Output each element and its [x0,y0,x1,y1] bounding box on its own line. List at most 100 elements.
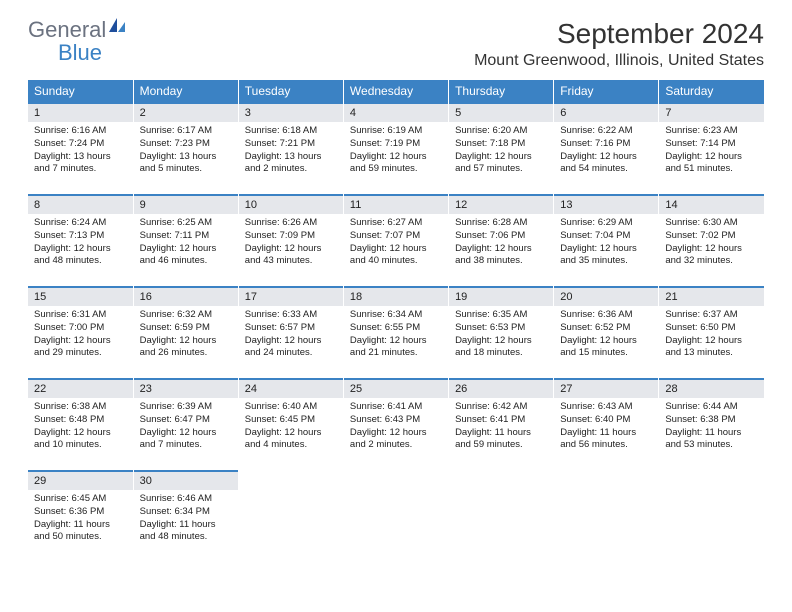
sunrise-text: Sunrise: 6:28 AM [455,217,547,230]
daylight-text: Daylight: 12 hours [560,335,652,348]
sunset-text: Sunset: 6:48 PM [34,414,127,427]
day-number: 8 [28,194,133,214]
day-body: Sunrise: 6:30 AMSunset: 7:02 PMDaylight:… [659,214,764,274]
day-number: 26 [449,378,553,398]
day-number: 25 [344,378,448,398]
day-header: Saturday [659,80,764,102]
daylight-text-2: and 10 minutes. [34,439,127,452]
sunset-text: Sunset: 6:57 PM [245,322,337,335]
title-block: September 2024 Mount Greenwood, Illinois… [474,18,764,70]
sunrise-text: Sunrise: 6:44 AM [665,401,758,414]
day-number: 13 [554,194,658,214]
day-body: Sunrise: 6:34 AMSunset: 6:55 PMDaylight:… [344,306,448,366]
sunset-text: Sunset: 7:16 PM [560,138,652,151]
calendar-row: 15Sunrise: 6:31 AMSunset: 7:00 PMDayligh… [28,286,764,378]
daylight-text: Daylight: 11 hours [140,519,232,532]
calendar-cell: 23Sunrise: 6:39 AMSunset: 6:47 PMDayligh… [133,378,238,470]
sunset-text: Sunset: 7:19 PM [350,138,442,151]
day-body: Sunrise: 6:17 AMSunset: 7:23 PMDaylight:… [134,122,238,182]
day-number: 17 [239,286,343,306]
calendar-cell: 7Sunrise: 6:23 AMSunset: 7:14 PMDaylight… [659,102,764,194]
sunset-text: Sunset: 6:43 PM [350,414,442,427]
daylight-text: Daylight: 12 hours [665,335,758,348]
sunset-text: Sunset: 6:45 PM [245,414,337,427]
daylight-text-2: and 50 minutes. [34,531,127,544]
sunrise-text: Sunrise: 6:37 AM [665,309,758,322]
daylight-text: Daylight: 12 hours [140,335,232,348]
day-body: Sunrise: 6:42 AMSunset: 6:41 PMDaylight:… [449,398,553,458]
day-body: Sunrise: 6:39 AMSunset: 6:47 PMDaylight:… [134,398,238,458]
sunrise-text: Sunrise: 6:29 AM [560,217,652,230]
sunset-text: Sunset: 6:52 PM [560,322,652,335]
day-number: 12 [449,194,553,214]
day-number: 14 [659,194,764,214]
calendar-cell: 28Sunrise: 6:44 AMSunset: 6:38 PMDayligh… [659,378,764,470]
daylight-text: Daylight: 12 hours [140,427,232,440]
calendar-cell: 3Sunrise: 6:18 AMSunset: 7:21 PMDaylight… [238,102,343,194]
day-header: Monday [133,80,238,102]
day-number: 5 [449,102,553,122]
day-body: Sunrise: 6:19 AMSunset: 7:19 PMDaylight:… [344,122,448,182]
sunset-text: Sunset: 6:47 PM [140,414,232,427]
sunrise-text: Sunrise: 6:35 AM [455,309,547,322]
daylight-text: Daylight: 12 hours [665,151,758,164]
day-number: 15 [28,286,133,306]
calendar-cell: 1Sunrise: 6:16 AMSunset: 7:24 PMDaylight… [28,102,133,194]
day-body: Sunrise: 6:20 AMSunset: 7:18 PMDaylight:… [449,122,553,182]
daylight-text: Daylight: 12 hours [34,427,127,440]
daylight-text: Daylight: 12 hours [350,335,442,348]
logo-text: General Blue [28,18,127,64]
day-header: Thursday [449,80,554,102]
calendar-row: 29Sunrise: 6:45 AMSunset: 6:36 PMDayligh… [28,470,764,562]
day-body: Sunrise: 6:32 AMSunset: 6:59 PMDaylight:… [134,306,238,366]
day-body: Sunrise: 6:25 AMSunset: 7:11 PMDaylight:… [134,214,238,274]
daylight-text: Daylight: 13 hours [140,151,232,164]
sunrise-text: Sunrise: 6:33 AM [245,309,337,322]
day-header: Sunday [28,80,133,102]
sunset-text: Sunset: 6:59 PM [140,322,232,335]
sunset-text: Sunset: 7:18 PM [455,138,547,151]
sunrise-text: Sunrise: 6:46 AM [140,493,232,506]
calendar-cell: 4Sunrise: 6:19 AMSunset: 7:19 PMDaylight… [343,102,448,194]
daylight-text: Daylight: 12 hours [245,243,337,256]
daylight-text: Daylight: 12 hours [455,335,547,348]
calendar-row: 1Sunrise: 6:16 AMSunset: 7:24 PMDaylight… [28,102,764,194]
sunset-text: Sunset: 6:36 PM [34,506,127,519]
daylight-text-2: and 7 minutes. [34,163,127,176]
sunrise-text: Sunrise: 6:23 AM [665,125,758,138]
day-header-row: Sunday Monday Tuesday Wednesday Thursday… [28,80,764,102]
day-body: Sunrise: 6:22 AMSunset: 7:16 PMDaylight:… [554,122,658,182]
sunrise-text: Sunrise: 6:16 AM [34,125,127,138]
sunrise-text: Sunrise: 6:17 AM [140,125,232,138]
sunset-text: Sunset: 7:07 PM [350,230,442,243]
sunset-text: Sunset: 7:11 PM [140,230,232,243]
sunrise-text: Sunrise: 6:41 AM [350,401,442,414]
sunset-text: Sunset: 6:40 PM [560,414,652,427]
sunrise-text: Sunrise: 6:38 AM [34,401,127,414]
day-number: 23 [134,378,238,398]
daylight-text-2: and 15 minutes. [560,347,652,360]
daylight-text: Daylight: 12 hours [140,243,232,256]
day-header: Tuesday [238,80,343,102]
logo-blue: Blue [58,40,102,65]
day-number: 10 [239,194,343,214]
daylight-text-2: and 5 minutes. [140,163,232,176]
daylight-text-2: and 18 minutes. [455,347,547,360]
sunset-text: Sunset: 7:00 PM [34,322,127,335]
calendar-cell: 29Sunrise: 6:45 AMSunset: 6:36 PMDayligh… [28,470,133,562]
sunrise-text: Sunrise: 6:30 AM [665,217,758,230]
day-number: 21 [659,286,764,306]
sunset-text: Sunset: 6:41 PM [455,414,547,427]
daylight-text-2: and 48 minutes. [34,255,127,268]
daylight-text-2: and 54 minutes. [560,163,652,176]
calendar-row: 22Sunrise: 6:38 AMSunset: 6:48 PMDayligh… [28,378,764,470]
calendar-cell: 22Sunrise: 6:38 AMSunset: 6:48 PMDayligh… [28,378,133,470]
daylight-text: Daylight: 12 hours [245,335,337,348]
day-body: Sunrise: 6:41 AMSunset: 6:43 PMDaylight:… [344,398,448,458]
daylight-text: Daylight: 11 hours [455,427,547,440]
daylight-text: Daylight: 12 hours [455,151,547,164]
day-number: 19 [449,286,553,306]
sunrise-text: Sunrise: 6:42 AM [455,401,547,414]
sunrise-text: Sunrise: 6:39 AM [140,401,232,414]
day-body: Sunrise: 6:28 AMSunset: 7:06 PMDaylight:… [449,214,553,274]
